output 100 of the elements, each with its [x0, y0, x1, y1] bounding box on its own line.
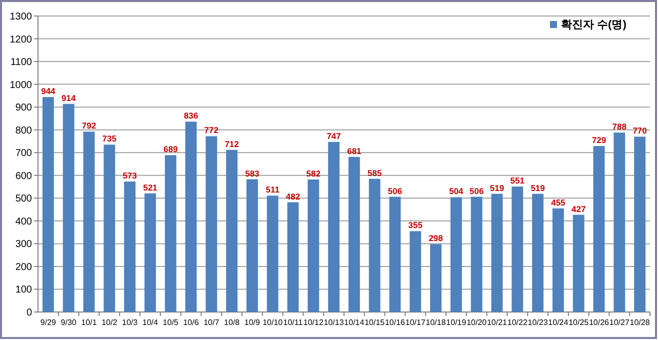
x-tick-label: 10/6 — [183, 318, 200, 327]
data-label: 482 — [286, 191, 300, 202]
data-label: 573 — [122, 170, 138, 181]
bar — [470, 196, 482, 312]
y-tick-label: 700 — [15, 148, 32, 160]
data-label: 836 — [184, 110, 198, 121]
y-tick-label: 400 — [15, 216, 32, 228]
bar — [104, 144, 116, 312]
y-tick-label: 500 — [15, 194, 32, 205]
bar — [246, 179, 258, 312]
x-tick-label: 10/2 — [102, 318, 118, 327]
bar — [491, 194, 503, 312]
x-tick-label: 10/27 — [609, 318, 630, 327]
x-tick-label: 9/30 — [60, 318, 77, 327]
bar — [185, 122, 197, 312]
bar — [614, 132, 626, 312]
bar — [572, 214, 584, 312]
data-label: 519 — [530, 182, 546, 193]
x-tick-label: 10/20 — [466, 318, 488, 327]
bar — [532, 194, 544, 312]
x-tick-label: 10/14 — [344, 318, 365, 327]
bar — [512, 186, 524, 312]
x-tick-label: 10/16 — [384, 318, 406, 327]
x-tick-label: 10/7 — [204, 318, 220, 327]
y-tick-label: 1100 — [10, 57, 32, 68]
data-label: 583 — [245, 168, 260, 178]
bar — [593, 146, 605, 312]
x-tick-label: 10/10 — [262, 318, 284, 327]
data-label: 944 — [41, 86, 56, 96]
data-label: 582 — [306, 168, 321, 178]
bar — [124, 182, 136, 312]
bar — [348, 156, 360, 312]
bar — [410, 231, 422, 312]
data-label: 355 — [408, 220, 423, 230]
y-tick-label: 200 — [15, 262, 32, 273]
y-tick-label: 0 — [26, 308, 32, 318]
bar — [287, 202, 299, 312]
data-label: 298 — [428, 233, 444, 244]
y-tick-label: 100 — [15, 284, 32, 296]
x-tick-label: 10/26 — [588, 318, 610, 327]
data-label: 770 — [632, 126, 648, 136]
x-tick-label: 10/12 — [303, 318, 324, 327]
data-label: 551 — [510, 176, 525, 186]
data-label: 506 — [388, 186, 402, 196]
data-label: 689 — [164, 144, 178, 154]
bar — [552, 208, 564, 312]
bar — [62, 104, 74, 312]
data-label: 455 — [551, 197, 566, 208]
y-tick-label: 1200 — [10, 34, 32, 46]
x-tick-label: 10/19 — [446, 318, 467, 327]
data-label: 681 — [347, 146, 362, 156]
x-tick-label: 10/22 — [507, 318, 528, 327]
bar — [328, 142, 340, 312]
x-tick-label: 10/5 — [162, 318, 179, 327]
y-tick-label: 1300 — [10, 12, 32, 22]
x-tick-label: 10/23 — [528, 318, 548, 327]
x-tick-label: 10/4 — [142, 318, 159, 327]
x-tick-label: 10/24 — [548, 318, 569, 327]
data-label: 914 — [62, 92, 76, 103]
data-label: 712 — [224, 138, 240, 149]
x-tick-label: 10/11 — [283, 318, 304, 327]
x-tick-label: 10/3 — [122, 318, 138, 327]
x-tick-label: 10/1 — [81, 318, 98, 327]
bar — [144, 193, 156, 312]
legend-label: 확진자 수(명) — [561, 19, 627, 31]
bar — [226, 150, 238, 312]
x-tick-label: 9/29 — [40, 318, 57, 327]
x-tick-label: 10/25 — [568, 318, 590, 327]
bar — [42, 97, 54, 312]
data-label: 772 — [204, 125, 219, 136]
bar — [266, 196, 278, 312]
x-tick-label: 10/13 — [324, 318, 344, 327]
x-tick-label: 10/9 — [244, 318, 261, 327]
y-tick-label: 900 — [15, 102, 32, 114]
x-tick-label: 10/17 — [405, 318, 426, 327]
bar — [206, 136, 218, 312]
data-label: 506 — [470, 186, 484, 196]
x-tick-label: 10/18 — [426, 318, 446, 327]
bar — [308, 179, 320, 312]
data-label: 747 — [326, 130, 342, 141]
data-label: 427 — [572, 204, 586, 214]
bar — [83, 132, 95, 312]
data-label: 511 — [266, 184, 280, 195]
y-tick-label: 800 — [15, 125, 32, 136]
bar — [634, 136, 646, 312]
data-label: 792 — [82, 120, 96, 131]
x-tick-label: 10/15 — [364, 318, 386, 327]
y-tick-label: 600 — [15, 170, 32, 182]
data-label: 519 — [490, 182, 504, 193]
data-label: 788 — [612, 122, 627, 132]
data-label: 585 — [368, 168, 382, 178]
bar — [450, 197, 462, 312]
x-tick-label: 10/21 — [486, 318, 508, 327]
bar — [164, 155, 176, 312]
data-label: 729 — [592, 135, 606, 146]
y-tick-label: 300 — [15, 239, 32, 250]
data-label: 735 — [102, 134, 117, 144]
x-tick-label: 10/8 — [224, 318, 240, 327]
bar — [389, 196, 401, 312]
data-label: 504 — [449, 186, 464, 196]
